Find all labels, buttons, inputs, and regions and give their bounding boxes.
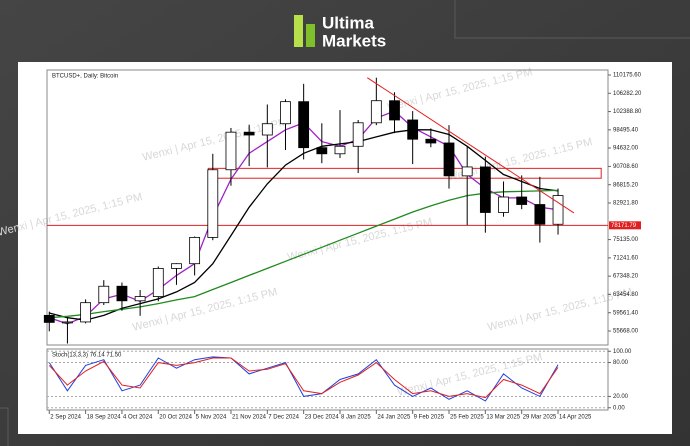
candle-body <box>280 101 291 125</box>
decor-line <box>0 407 9 446</box>
candle-body <box>370 100 382 124</box>
candle-body <box>534 204 546 225</box>
logo-bar <box>294 15 303 47</box>
y-tick-label: 110175.60 <box>613 73 642 79</box>
support-label: 78171.79 <box>611 223 637 229</box>
candle-body <box>334 145 346 155</box>
candle-body <box>225 131 237 171</box>
trendline <box>366 77 575 214</box>
candle-body <box>80 302 92 323</box>
candle-body <box>352 122 364 147</box>
x-tick-label: 9 Feb 2025 <box>414 415 445 421</box>
y-tick-label: 90708.60 <box>613 164 639 170</box>
y-tick-label: 20.00 <box>613 394 629 400</box>
y-tick-label: 55668.00 <box>613 329 639 335</box>
candle-body <box>189 236 201 265</box>
stoch-line <box>48 357 559 399</box>
x-tick-label: 13 Mar 2025 <box>486 415 520 421</box>
chart-title: Stoch(13,3,3) 76.14 71.50 <box>52 353 122 359</box>
candle-body <box>116 285 128 302</box>
x-tick-label: 4 Oct 2024 <box>123 415 153 421</box>
candle-body <box>298 101 310 149</box>
candle-body <box>498 196 509 213</box>
candle-body <box>171 263 182 269</box>
support-label-bg <box>609 221 641 230</box>
x-tick-label: 2 Sep 2024 <box>50 415 81 421</box>
candle-body <box>425 138 437 144</box>
candle-body <box>516 196 528 205</box>
y-tick-label: 102388.80 <box>613 109 642 115</box>
y-tick-label: 100.00 <box>613 349 632 355</box>
brand-bottom: Markets <box>322 31 386 50</box>
x-tick-label: 8 Jan 2025 <box>341 415 371 421</box>
candle-body <box>152 267 164 297</box>
logo: Ultima Markets <box>294 13 386 50</box>
plot-frame <box>46 348 609 411</box>
candle-body <box>62 321 73 324</box>
moving-average <box>49 189 559 319</box>
y-tick-label: 71241.60 <box>613 255 639 261</box>
chart-title: BTCUSD+, Daily: Bitcoin <box>52 74 118 80</box>
brand-top: Ultima <box>322 13 375 32</box>
y-tick-label: 86815.20 <box>613 182 639 188</box>
candle-body <box>134 296 146 302</box>
y-tick-label: 75135.00 <box>613 237 639 243</box>
candle-body <box>479 166 491 213</box>
x-tick-label: 5 Nov 2024 <box>196 415 227 421</box>
y-tick-label: 94632.00 <box>613 146 639 152</box>
candle-body <box>407 119 419 140</box>
x-tick-label: 14 Apr 2025 <box>559 415 592 421</box>
x-tick-label: 18 Sep 2024 <box>87 415 122 421</box>
y-tick-label: 0.00 <box>613 405 625 411</box>
candle-body <box>261 123 273 136</box>
y-tick-label: 80.00 <box>613 360 629 366</box>
x-tick-label: 24 Jan 2025 <box>377 415 411 421</box>
y-tick-label: 63454.80 <box>613 292 639 298</box>
candle-body <box>461 166 473 177</box>
candle-body <box>98 285 110 304</box>
candle-body <box>443 142 455 177</box>
x-tick-label: 7 Dec 2024 <box>268 415 299 421</box>
candle-body <box>43 314 55 323</box>
candle-body <box>389 100 400 121</box>
x-tick-label: 21 Nov 2024 <box>232 415 267 421</box>
y-tick-label: 82921.80 <box>613 201 639 207</box>
y-tick-label: 59561.40 <box>613 310 639 316</box>
candle-body <box>552 195 564 225</box>
logo-bar <box>306 24 315 47</box>
candle-body <box>243 131 255 136</box>
plot-frame <box>46 69 609 346</box>
chart-panel <box>18 62 672 434</box>
decor-line <box>454 0 690 39</box>
y-tick-label: 67348.20 <box>613 274 639 280</box>
x-tick-label: 25 Feb 2025 <box>450 415 484 421</box>
candle-body <box>207 169 219 238</box>
y-tick-label: 106282.20 <box>613 91 642 97</box>
x-tick-label: 20 Oct 2024 <box>159 415 192 421</box>
candle-body <box>316 147 328 155</box>
y-tick-label: 98495.40 <box>613 127 639 133</box>
x-tick-label: 23 Dec 2024 <box>305 415 340 421</box>
x-tick-label: 29 Mar 2025 <box>523 415 557 421</box>
